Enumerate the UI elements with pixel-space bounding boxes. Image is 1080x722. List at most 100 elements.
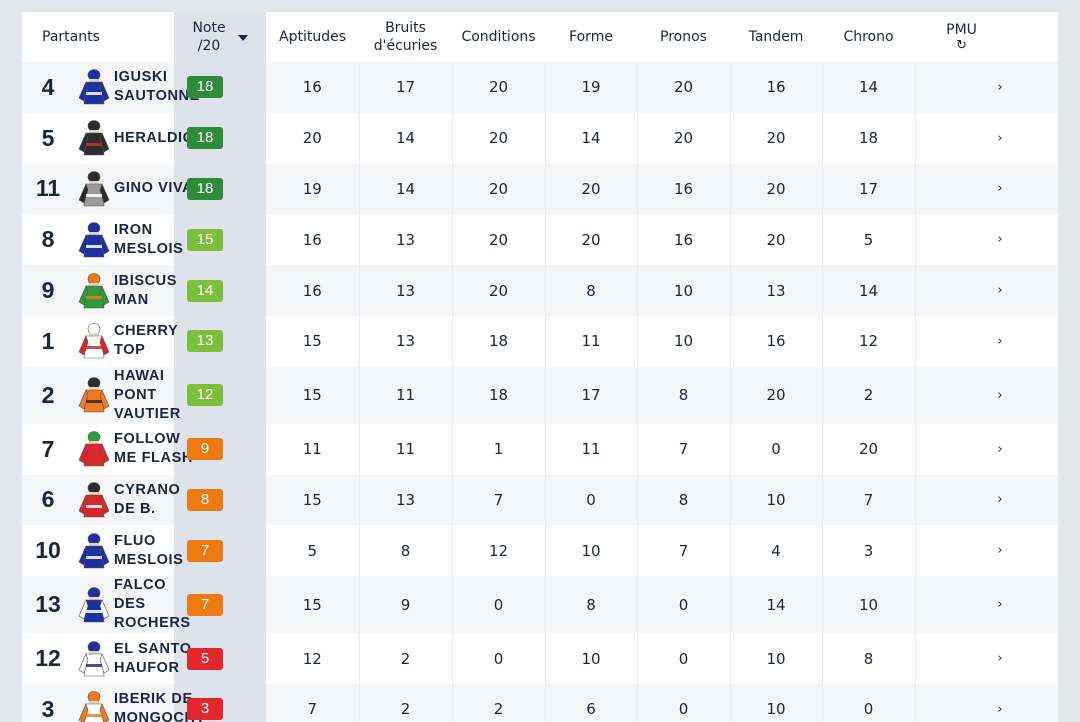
silk-cell [74, 265, 114, 316]
horse-name[interactable]: EL SANTO HAUFOR [114, 640, 192, 676]
header-tandem[interactable]: Tandem [748, 29, 804, 45]
horse-name[interactable]: GINO VIVA [114, 180, 194, 197]
horse-name[interactable]: CHERRY TOP [114, 323, 179, 359]
pmu-cell [914, 112, 1009, 164]
table-row[interactable]: 11 GINO VIVA 18 19 14 20 20 16 20 17 › [22, 163, 1058, 215]
row-chevron-cell[interactable]: › [997, 366, 1058, 424]
row-chevron-cell[interactable]: › [997, 316, 1058, 367]
score-chrono: 14 [821, 265, 916, 316]
chevron-right-icon[interactable]: › [997, 181, 1003, 197]
header-conditions[interactable]: Conditions [461, 29, 536, 45]
refresh-icon[interactable]: ↻ [956, 38, 967, 53]
horse-name-cell[interactable]: EL SANTO HAUFOR [114, 633, 191, 684]
note-badge: 15 [187, 228, 224, 251]
score-forme: 0 [544, 474, 638, 526]
table-row[interactable]: 7 FOLLOW ME FLASH 9 11 11 1 11 7 0 20 › [22, 423, 1058, 475]
horse-name[interactable]: IRON MESLOIS [114, 221, 184, 257]
chevron-right-icon[interactable]: › [997, 701, 1003, 717]
header-note[interactable]: Note /20 [174, 12, 266, 62]
score-conditions: 12 [451, 525, 546, 577]
horse-name-cell[interactable]: GINO VIVA [114, 163, 193, 215]
horse-name-cell[interactable]: IRON MESLOIS [114, 214, 183, 265]
table-row[interactable]: 4 IGUSKI SAUTONNE 18 16 17 20 19 20 16 14 › [22, 62, 1058, 113]
header-partants[interactable]: Partants [42, 29, 100, 45]
horse-name-cell[interactable]: IGUSKI SAUTONNE [114, 62, 199, 113]
table-row[interactable]: 12 EL SANTO HAUFOR 5 12 2 0 10 0 10 8 › [22, 633, 1058, 684]
row-chevron-cell[interactable]: › [997, 474, 1058, 526]
chevron-right-icon[interactable]: › [997, 492, 1003, 508]
caret-down-icon[interactable] [237, 35, 248, 41]
row-chevron-cell[interactable]: › [997, 633, 1058, 684]
table-row[interactable]: 1 CHERRY TOP 13 15 13 18 11 10 16 12 › [22, 315, 1058, 367]
row-chevron-cell[interactable]: › [997, 683, 1058, 722]
chevron-right-icon[interactable]: › [997, 79, 1003, 95]
table-row[interactable]: 5 HERALDIQUE 18 20 14 20 14 20 20 18 › [22, 112, 1058, 164]
table-row[interactable]: 10 FLUO MESLOIS 7 5 8 12 10 7 4 3 › [22, 525, 1058, 577]
horse-name[interactable]: CYRANO DE B. [114, 481, 181, 517]
row-chevron-cell[interactable]: › [997, 214, 1058, 265]
note-cell: 18 [174, 62, 266, 113]
chevron-right-icon[interactable]: › [997, 130, 1003, 146]
table-row[interactable]: 8 IRON MESLOIS 15 16 13 20 20 16 20 5 › [22, 214, 1058, 266]
score-bruits: 9 [358, 576, 453, 634]
score-bruits: 2 [358, 633, 453, 684]
pmu-cell [914, 62, 1009, 113]
horse-name[interactable]: IBERIK DE MONGOCHY [114, 691, 206, 722]
chevron-right-icon[interactable]: › [997, 283, 1003, 299]
header-pmu[interactable]: PMU ↻ [915, 12, 1008, 62]
chevron-right-icon[interactable]: › [997, 232, 1003, 248]
chevron-right-icon[interactable]: › [997, 651, 1003, 667]
chevron-right-icon[interactable]: › [997, 597, 1003, 613]
header-forme[interactable]: Forme [569, 29, 613, 45]
horse-name[interactable]: IGUSKI SAUTONNE [114, 69, 200, 105]
chevron-right-icon[interactable]: › [997, 543, 1003, 559]
horse-name-cell[interactable]: HAWAI PONT VAUTIER [114, 366, 180, 424]
note-cell: 7 [174, 525, 266, 576]
table-row[interactable]: 2 HAWAI PONT VAUTIER 12 15 11 18 17 8 20 2 › [22, 366, 1058, 424]
note-cell: 18 [174, 113, 266, 164]
chevron-right-icon[interactable]: › [997, 441, 1003, 457]
table-row[interactable]: 9 IBISCUS MAN 14 16 13 20 8 10 13 14 › [22, 265, 1058, 316]
horse-name-cell[interactable]: IBISCUS MAN [114, 265, 176, 316]
horse-name-cell[interactable]: HERALDIQUE [114, 113, 215, 164]
silk-cell [74, 576, 114, 634]
score-chrono: 18 [821, 112, 916, 164]
header-chrono[interactable]: Chrono [843, 29, 894, 45]
score-conditions: 0 [451, 633, 546, 684]
row-chevron-cell[interactable]: › [997, 525, 1058, 576]
horse-name-cell[interactable]: CHERRY TOP [114, 316, 177, 367]
horse-name-cell[interactable]: FOLLOW ME FLASH [114, 424, 192, 475]
row-chevron-cell[interactable]: › [997, 424, 1058, 475]
row-chevron-cell[interactable]: › [997, 265, 1058, 316]
horse-name-cell[interactable]: FLUO MESLOIS [114, 525, 183, 576]
score-tandem: 0 [729, 423, 823, 475]
silk-cell [74, 62, 114, 113]
note-cell: 3 [174, 684, 266, 722]
score-aptitudes: 15 [302, 332, 322, 351]
horse-name[interactable]: IBISCUS MAN [114, 272, 178, 308]
pmu-cell [914, 315, 1009, 367]
horse-name-cell[interactable]: CYRANO DE B. [114, 474, 180, 526]
table-row[interactable]: 6 CYRANO DE B. 8 15 13 7 0 8 10 7 › [22, 474, 1058, 526]
header-aptitudes[interactable]: Aptitudes [279, 29, 347, 45]
horse-name[interactable]: HAWAI PONT VAUTIER [114, 367, 181, 422]
row-chevron-cell[interactable]: › [997, 163, 1058, 215]
score-chrono: 12 [821, 315, 916, 367]
header-bruits[interactable]: Bruits d'écuries [359, 12, 452, 62]
chevron-right-icon[interactable]: › [997, 387, 1003, 403]
row-chevron-cell[interactable]: › [997, 62, 1058, 113]
horse-name[interactable]: FALCO DES ROCHERS [114, 577, 191, 632]
row-chevron-cell[interactable]: › [997, 576, 1058, 634]
horse-name-cell[interactable]: FALCO DES ROCHERS [114, 576, 190, 634]
horse-name-cell[interactable]: IBERIK DE MONGOCHY [114, 683, 205, 722]
row-chevron-cell[interactable]: › [997, 113, 1058, 164]
score-bruits: 17 [358, 62, 453, 113]
horse-name[interactable]: FLUO MESLOIS [114, 532, 184, 568]
table-row[interactable]: 13 FALCO DES ROCHERS 7 15 9 0 8 0 14 10 › [22, 576, 1058, 634]
table-row[interactable]: 3 IBERIK DE MONGOCHY 3 7 2 2 6 0 10 0 › [22, 683, 1058, 722]
horse-name[interactable]: HERALDIQUE [114, 129, 216, 146]
chevron-right-icon[interactable]: › [997, 333, 1003, 349]
score-aptitudes: 19 [266, 163, 360, 215]
horse-name[interactable]: FOLLOW ME FLASH [114, 431, 193, 467]
header-pronos[interactable]: Pronos [660, 29, 707, 45]
